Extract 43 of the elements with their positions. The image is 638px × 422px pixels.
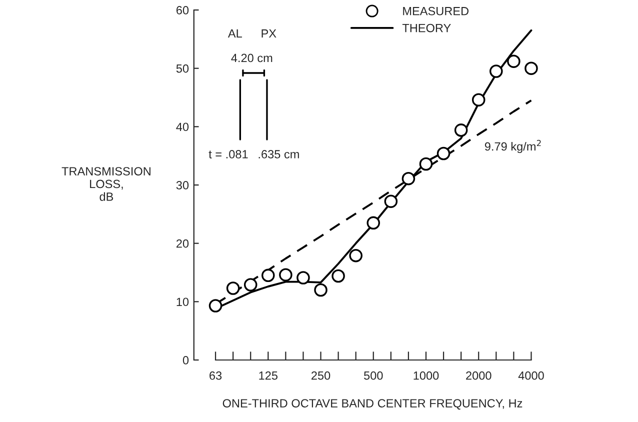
annotation: 4.20 cm <box>231 54 272 62</box>
point <box>454 124 468 137</box>
point <box>419 157 433 171</box>
y-tick-label: 20 <box>176 239 189 248</box>
legend-label: THEORY <box>402 24 451 32</box>
point <box>244 278 258 292</box>
x-tick-label: 250 <box>312 371 330 380</box>
y-tick-label: 10 <box>176 298 189 306</box>
y-axis-title: TRANSMISSION LOSS, dB <box>62 167 150 201</box>
point <box>208 299 222 312</box>
point <box>384 194 398 208</box>
x-tick-label: 1000 <box>414 371 439 380</box>
point <box>332 269 345 283</box>
point <box>279 268 292 282</box>
point <box>436 146 450 160</box>
annotation: t = .081 <box>208 150 248 158</box>
point <box>296 271 310 284</box>
point <box>314 283 328 297</box>
x-tick-label: 500 <box>364 371 383 380</box>
point <box>402 172 416 186</box>
y-tick-label: 0 <box>182 356 189 364</box>
legend-label: MEASURED <box>403 6 469 16</box>
y-tick-label: 50 <box>176 64 189 73</box>
annotation: AL <box>228 29 242 38</box>
point <box>349 248 362 262</box>
point <box>366 216 380 230</box>
point <box>261 268 275 282</box>
point <box>490 64 503 78</box>
y-tick-label: 30 <box>176 181 189 190</box>
annotation: .635 cm <box>258 150 299 158</box>
y-tick-label: 40 <box>176 122 189 132</box>
x-tick-label: 4000 <box>518 371 544 380</box>
x-tick-label: 125 <box>259 371 278 380</box>
x-tick-label: 2000 <box>466 371 492 380</box>
x-tick-label: 63 <box>210 371 222 380</box>
annotation: 9.79 kg/m$^{2}$ <box>484 140 541 153</box>
point <box>226 282 240 295</box>
annotation: PX <box>262 29 276 38</box>
y-tick-label: 60 <box>176 6 189 14</box>
point <box>524 62 538 75</box>
x-axis-title: ONE-THIRD OCTAVE BAND CENTER FREQUENCY, Hz <box>222 399 522 410</box>
point <box>472 93 486 106</box>
point <box>507 54 520 68</box>
